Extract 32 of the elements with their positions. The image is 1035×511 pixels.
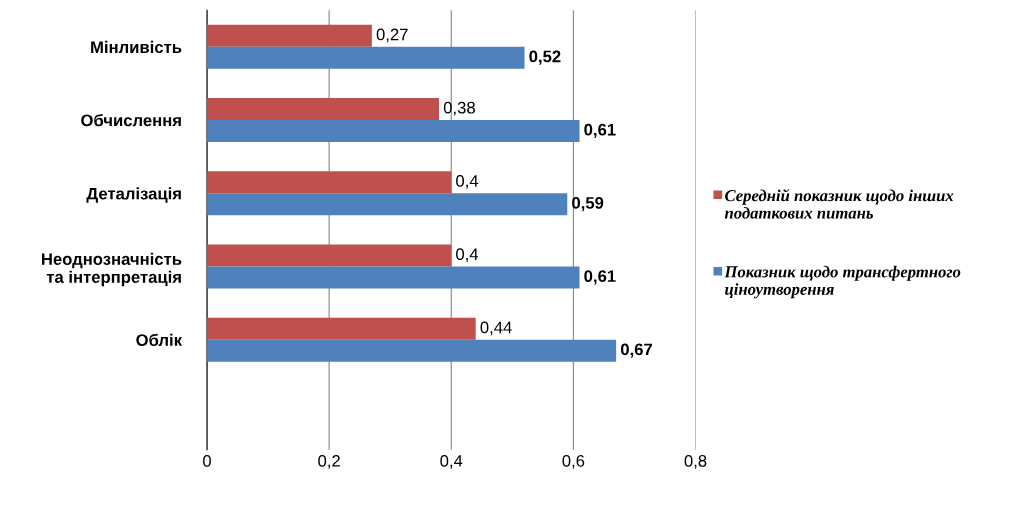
bar [207, 317, 476, 340]
bar [207, 266, 580, 289]
data-label: 0,38 [443, 101, 475, 116]
y-tick-label: Мінливість [91, 40, 182, 54]
y-tick-label: Деталізація [86, 187, 181, 203]
x-tick-label: 0 [203, 454, 211, 467]
data-label: 0,27 [376, 28, 408, 43]
y-tick-label: Неоднозначність та інтерпретація [42, 252, 182, 287]
y-tick-label: Обчислення [81, 113, 181, 127]
data-label: 0,52 [529, 50, 561, 65]
bar [207, 339, 617, 362]
y-tick-label: Облік [136, 333, 183, 347]
x-tick-label: 0,2 [318, 454, 340, 469]
data-label: 0,67 [620, 343, 653, 358]
bar [207, 244, 452, 267]
bar [207, 171, 452, 194]
data-label: 0,4 [456, 248, 479, 263]
data-label: 0,59 [572, 196, 604, 212]
x-tick-label: 0,8 [684, 454, 707, 469]
legend-label: Середній показник щодо інших податкових питань [724, 189, 954, 219]
bar [207, 193, 568, 216]
data-label: 0,44 [480, 321, 512, 336]
legend-label: Показник щодо трансфертного ціноутворення [724, 265, 961, 299]
x-tick-label: 0,6 [562, 454, 585, 469]
bar [207, 98, 440, 121]
bar [207, 24, 372, 47]
x-tick-label: 0,4 [440, 454, 463, 469]
data-label: 0,61 [584, 123, 616, 138]
bar [207, 46, 525, 69]
data-label: 0,4 [456, 175, 479, 189]
bar [207, 120, 580, 143]
data-label: 0,61 [584, 270, 616, 285]
